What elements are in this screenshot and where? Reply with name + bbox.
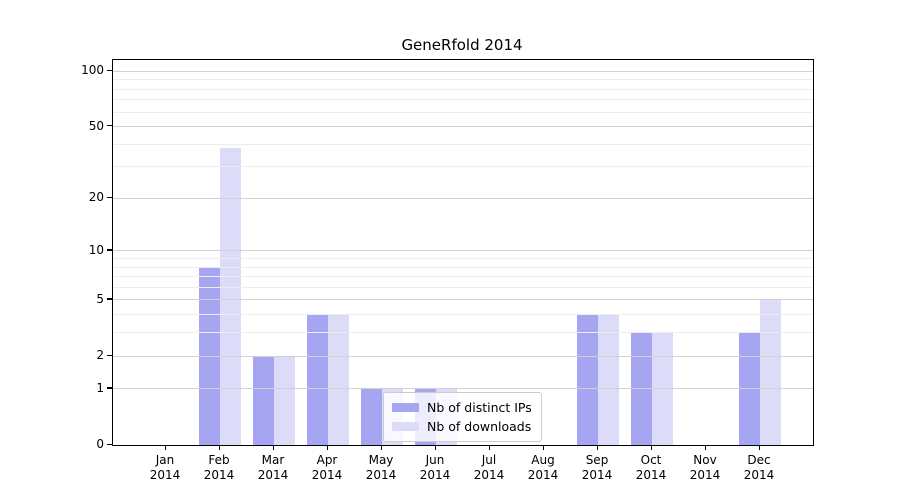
x-tick-label: Jun 2014 bbox=[419, 453, 451, 482]
legend-label-downloads: Nb of downloads bbox=[427, 419, 532, 434]
x-tick-mark bbox=[380, 445, 382, 450]
y-tick-mark bbox=[107, 69, 112, 71]
x-tick-label: Nov 2014 bbox=[689, 453, 721, 482]
gridline-minor bbox=[113, 286, 813, 288]
gridline-minor bbox=[113, 276, 813, 278]
bar bbox=[598, 314, 619, 445]
x-tick-mark bbox=[434, 445, 436, 450]
gridline-minor bbox=[113, 99, 813, 101]
x-tick-mark bbox=[326, 445, 328, 450]
legend-swatch-distinct-ips bbox=[392, 403, 419, 412]
gridline-minor bbox=[113, 88, 813, 90]
chart-title: GeneRfold 2014 bbox=[401, 36, 523, 54]
x-tick-mark bbox=[758, 445, 760, 450]
x-tick-label: Apr 2014 bbox=[311, 453, 343, 482]
legend-label-distinct-ips: Nb of distinct IPs bbox=[427, 400, 532, 415]
bars-layer bbox=[113, 60, 813, 445]
x-tick-label: Jan 2014 bbox=[149, 453, 181, 482]
legend: Nb of distinct IPs Nb of downloads bbox=[383, 392, 542, 442]
x-tick-label: Dec 2014 bbox=[743, 453, 775, 482]
bar bbox=[760, 299, 781, 445]
y-tick-mark bbox=[107, 387, 112, 389]
y-tick-mark bbox=[107, 354, 112, 356]
x-tick-label: May 2014 bbox=[365, 453, 397, 482]
y-tick-label: 100 bbox=[81, 63, 104, 78]
x-tick-mark bbox=[596, 445, 598, 450]
x-tick-mark bbox=[272, 445, 274, 450]
plot-area bbox=[112, 59, 814, 446]
x-tick-label: Feb 2014 bbox=[203, 453, 235, 482]
y-tick-mark bbox=[107, 125, 112, 127]
x-tick-mark bbox=[704, 445, 706, 450]
y-tick-mark bbox=[107, 196, 112, 199]
x-tick-label: Oct 2014 bbox=[635, 453, 667, 482]
gridline-minor bbox=[113, 111, 813, 113]
legend-swatch-downloads bbox=[392, 422, 419, 431]
bar bbox=[253, 356, 274, 445]
gridline-minor bbox=[113, 332, 813, 334]
y-tick-mark bbox=[107, 249, 112, 251]
legend-item-distinct-ips: Nb of distinct IPs bbox=[392, 398, 532, 417]
gridline-major bbox=[113, 299, 813, 301]
gridline-major bbox=[113, 250, 813, 252]
x-tick-mark bbox=[218, 445, 220, 450]
x-tick-mark bbox=[650, 445, 652, 450]
y-tick-mark bbox=[107, 298, 112, 300]
gridline-minor bbox=[113, 314, 813, 316]
gridline-major bbox=[113, 197, 813, 199]
y-tick-label: 20 bbox=[88, 190, 104, 205]
y-tick-label: 2 bbox=[96, 348, 104, 363]
x-tick-label: Aug 2014 bbox=[527, 453, 559, 482]
x-tick-label: Jul 2014 bbox=[473, 453, 505, 482]
legend-item-downloads: Nb of downloads bbox=[392, 417, 532, 436]
gridline-minor bbox=[113, 266, 813, 268]
gridline-major bbox=[113, 126, 813, 128]
y-tick-label: 1 bbox=[96, 380, 104, 395]
bar bbox=[307, 314, 328, 445]
x-tick-label: Sep 2014 bbox=[581, 453, 613, 482]
gridline-major bbox=[113, 70, 813, 72]
y-tick-label: 5 bbox=[96, 291, 104, 306]
x-tick-mark bbox=[542, 445, 544, 450]
gridline-minor bbox=[113, 166, 813, 168]
x-tick-mark bbox=[164, 445, 166, 450]
gridline-minor bbox=[113, 258, 813, 259]
gridline-major bbox=[113, 388, 813, 390]
bar bbox=[577, 314, 598, 445]
gridline-minor bbox=[113, 143, 813, 145]
y-tick-label: 10 bbox=[88, 242, 104, 257]
x-tick-label: Mar 2014 bbox=[257, 453, 289, 482]
gridline-major bbox=[113, 355, 813, 357]
grid-layer bbox=[113, 60, 813, 445]
y-tick-label: 0 bbox=[96, 437, 104, 451]
gridline-minor bbox=[113, 79, 813, 81]
y-tick-label: 50 bbox=[88, 118, 104, 133]
bar bbox=[220, 148, 241, 445]
bar bbox=[328, 314, 349, 445]
bar bbox=[274, 356, 295, 445]
x-tick-mark bbox=[488, 445, 490, 450]
bar bbox=[361, 388, 382, 445]
y-tick-mark bbox=[107, 443, 112, 445]
